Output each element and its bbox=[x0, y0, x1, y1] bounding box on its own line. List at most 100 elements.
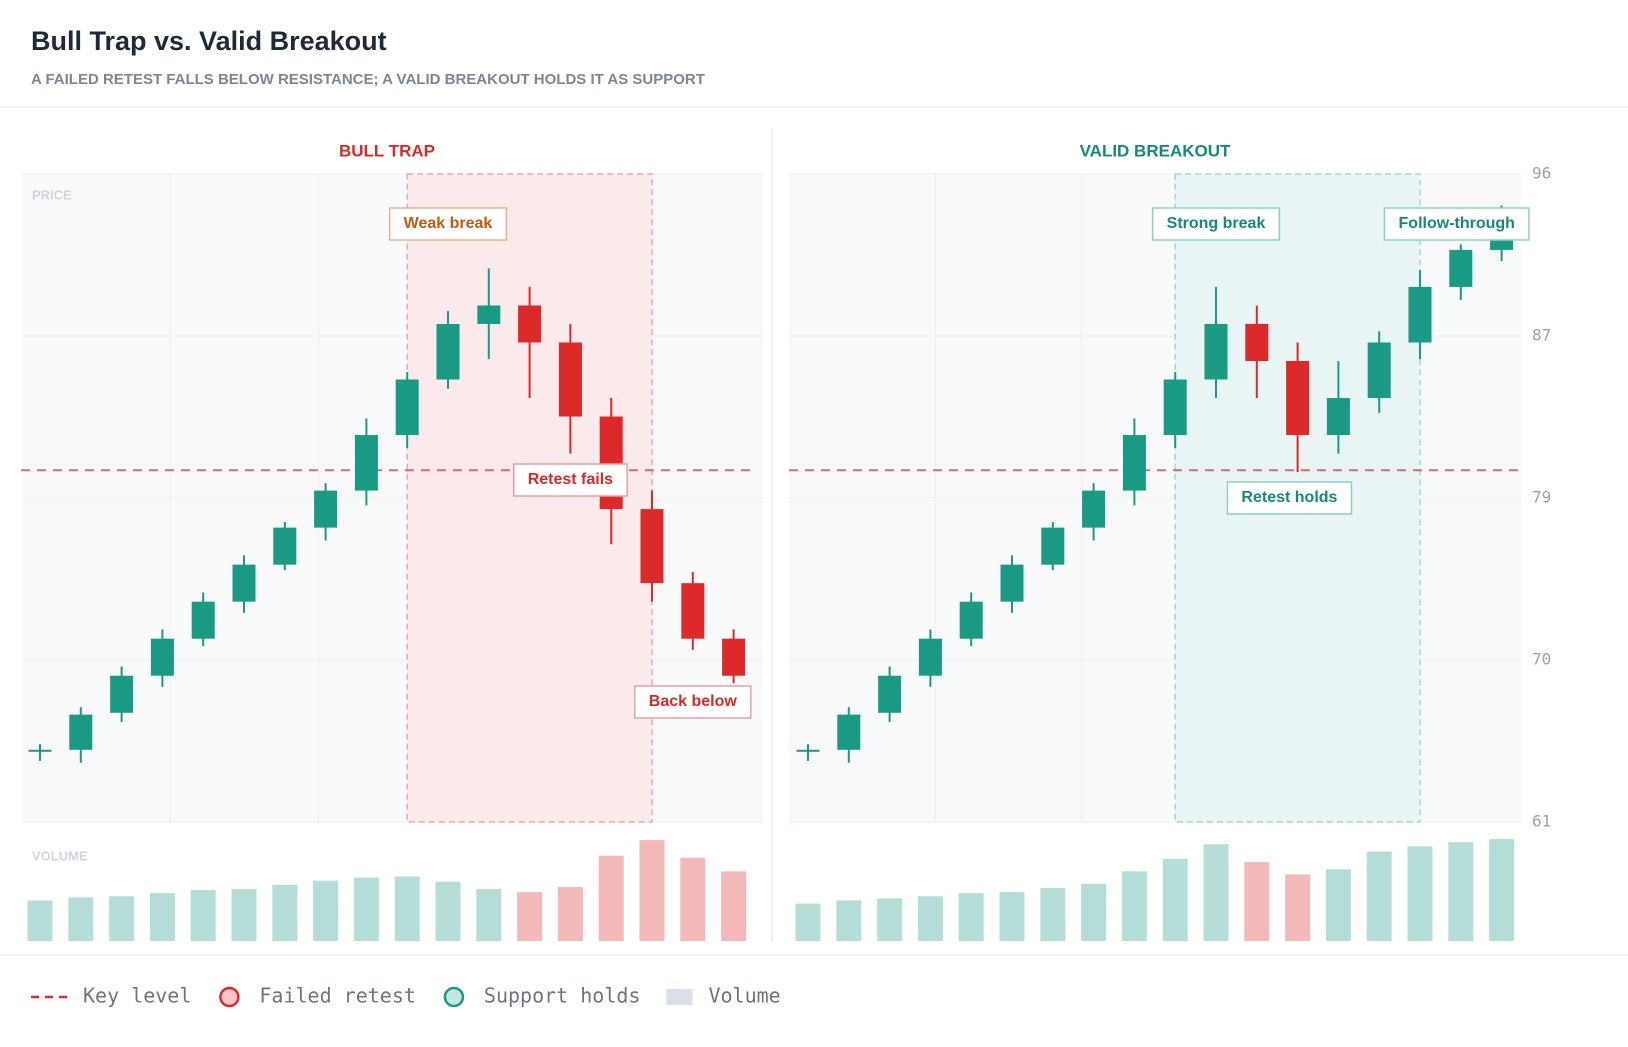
candle-body bbox=[1245, 323, 1269, 361]
candle-body bbox=[1449, 249, 1473, 287]
candle-body bbox=[1408, 286, 1432, 343]
candle-body bbox=[273, 527, 297, 565]
candle-body bbox=[878, 675, 902, 713]
volume-label: VOLUME bbox=[32, 848, 88, 863]
candle-body bbox=[722, 638, 746, 676]
annotation-label: Back below bbox=[649, 693, 738, 710]
volume-bar bbox=[27, 900, 53, 941]
legend-icon bbox=[666, 989, 693, 1005]
panel-title: BULL TRAP bbox=[339, 141, 435, 160]
volume-bar bbox=[1040, 887, 1066, 941]
volume-bar bbox=[958, 893, 984, 941]
candle-body bbox=[918, 638, 942, 676]
candle-body bbox=[1286, 360, 1310, 436]
annotation-label: Follow-through bbox=[1399, 215, 1515, 232]
volume-bar bbox=[435, 881, 461, 941]
candle-body bbox=[69, 714, 93, 750]
panel-title: VALID BREAKOUT bbox=[1080, 141, 1231, 160]
candle-body bbox=[959, 601, 983, 639]
volume-bar bbox=[68, 897, 94, 941]
candle-body bbox=[477, 305, 501, 324]
volume-bar bbox=[795, 903, 821, 941]
candle-body bbox=[640, 509, 664, 584]
legend-icon bbox=[443, 986, 465, 1008]
annotation-box bbox=[1151, 207, 1281, 241]
volume-bar bbox=[1244, 861, 1270, 941]
annotation-box bbox=[1226, 481, 1353, 515]
legend-icon bbox=[219, 986, 240, 1008]
candle-body bbox=[1204, 323, 1228, 380]
panel: 61 70 79 87 96 VALID BREAKOUT Strong break Rete… bbox=[789, 141, 1551, 941]
annotation-label: Retest holds bbox=[1241, 489, 1337, 506]
volume-bar bbox=[1162, 858, 1188, 941]
candle-body bbox=[110, 675, 134, 713]
volume-bar bbox=[877, 898, 903, 941]
volume-bar bbox=[1366, 851, 1392, 941]
volume-bar bbox=[1081, 883, 1107, 941]
volume-bar bbox=[1325, 869, 1351, 941]
volume-bar bbox=[1489, 839, 1515, 941]
volume-bar bbox=[639, 840, 665, 941]
legend-label: Volume bbox=[708, 984, 780, 1008]
legend-label: Key level bbox=[83, 984, 191, 1008]
volume-bar bbox=[598, 855, 624, 941]
y-tick-label: 61 bbox=[1532, 812, 1551, 831]
candle-body bbox=[1490, 238, 1514, 250]
candle-body bbox=[1367, 342, 1391, 399]
price-label: PRICE bbox=[32, 187, 72, 202]
candle-body bbox=[796, 749, 820, 752]
annotation-box bbox=[388, 207, 508, 241]
candle-body bbox=[558, 342, 582, 417]
volume-bar bbox=[836, 900, 862, 941]
volume-bar bbox=[1121, 871, 1147, 941]
candle-body bbox=[436, 323, 460, 380]
volume-bar bbox=[313, 880, 339, 941]
candle-body bbox=[1163, 379, 1187, 436]
volume-bar bbox=[1407, 846, 1433, 941]
volume-bar bbox=[1203, 844, 1229, 941]
candle-body bbox=[1041, 527, 1065, 565]
candle-body bbox=[232, 564, 256, 602]
volume-bar bbox=[721, 871, 747, 941]
subtitle: A FAILED RETEST FALLS BELOW RESISTANCE; … bbox=[31, 71, 705, 88]
volume-bar bbox=[680, 857, 706, 941]
volume-bar bbox=[999, 892, 1025, 941]
annotation-box bbox=[512, 463, 628, 497]
annotation-box bbox=[634, 685, 752, 719]
volume-bar bbox=[917, 896, 943, 941]
volume-bar bbox=[476, 889, 502, 941]
volume-bar bbox=[1448, 842, 1474, 941]
annotation-label: Strong break bbox=[1167, 215, 1266, 232]
annotation-label: Weak break bbox=[404, 215, 493, 232]
volume-bar bbox=[394, 876, 420, 941]
legend-label: Failed retest bbox=[259, 984, 416, 1008]
volume-bar bbox=[272, 884, 298, 941]
annotation-box bbox=[1383, 207, 1530, 241]
candle-body bbox=[837, 714, 861, 750]
volume-bar bbox=[557, 886, 583, 941]
volume-bar bbox=[1285, 874, 1311, 941]
volume-bar bbox=[517, 892, 543, 941]
plot-layer: BULL TRAP Weak break Retest fails Back belo… bbox=[21, 141, 1551, 941]
y-tick-label: 96 bbox=[1532, 164, 1551, 183]
title: Bull Trap vs. Valid Breakout bbox=[31, 26, 387, 56]
panel: BULL TRAP Weak break Retest fails Back belo… bbox=[21, 141, 763, 941]
candle-body bbox=[28, 749, 52, 752]
candle-body bbox=[518, 305, 542, 343]
y-tick-label: 79 bbox=[1532, 488, 1551, 507]
legend-label: Support holds bbox=[484, 984, 641, 1008]
candle-body bbox=[681, 583, 705, 639]
volume-bar bbox=[353, 877, 379, 941]
candle-body bbox=[314, 490, 338, 528]
candle-body bbox=[1326, 398, 1350, 436]
candle-body bbox=[1000, 564, 1024, 602]
y-tick-label: 87 bbox=[1532, 326, 1551, 345]
candle-body bbox=[1082, 490, 1106, 528]
volume-bar bbox=[109, 896, 135, 941]
candle-body bbox=[354, 435, 378, 491]
candle-body bbox=[1122, 435, 1146, 491]
annotation-label: Retest fails bbox=[528, 471, 613, 488]
volume-bar bbox=[190, 890, 216, 941]
candle-body bbox=[191, 601, 215, 639]
